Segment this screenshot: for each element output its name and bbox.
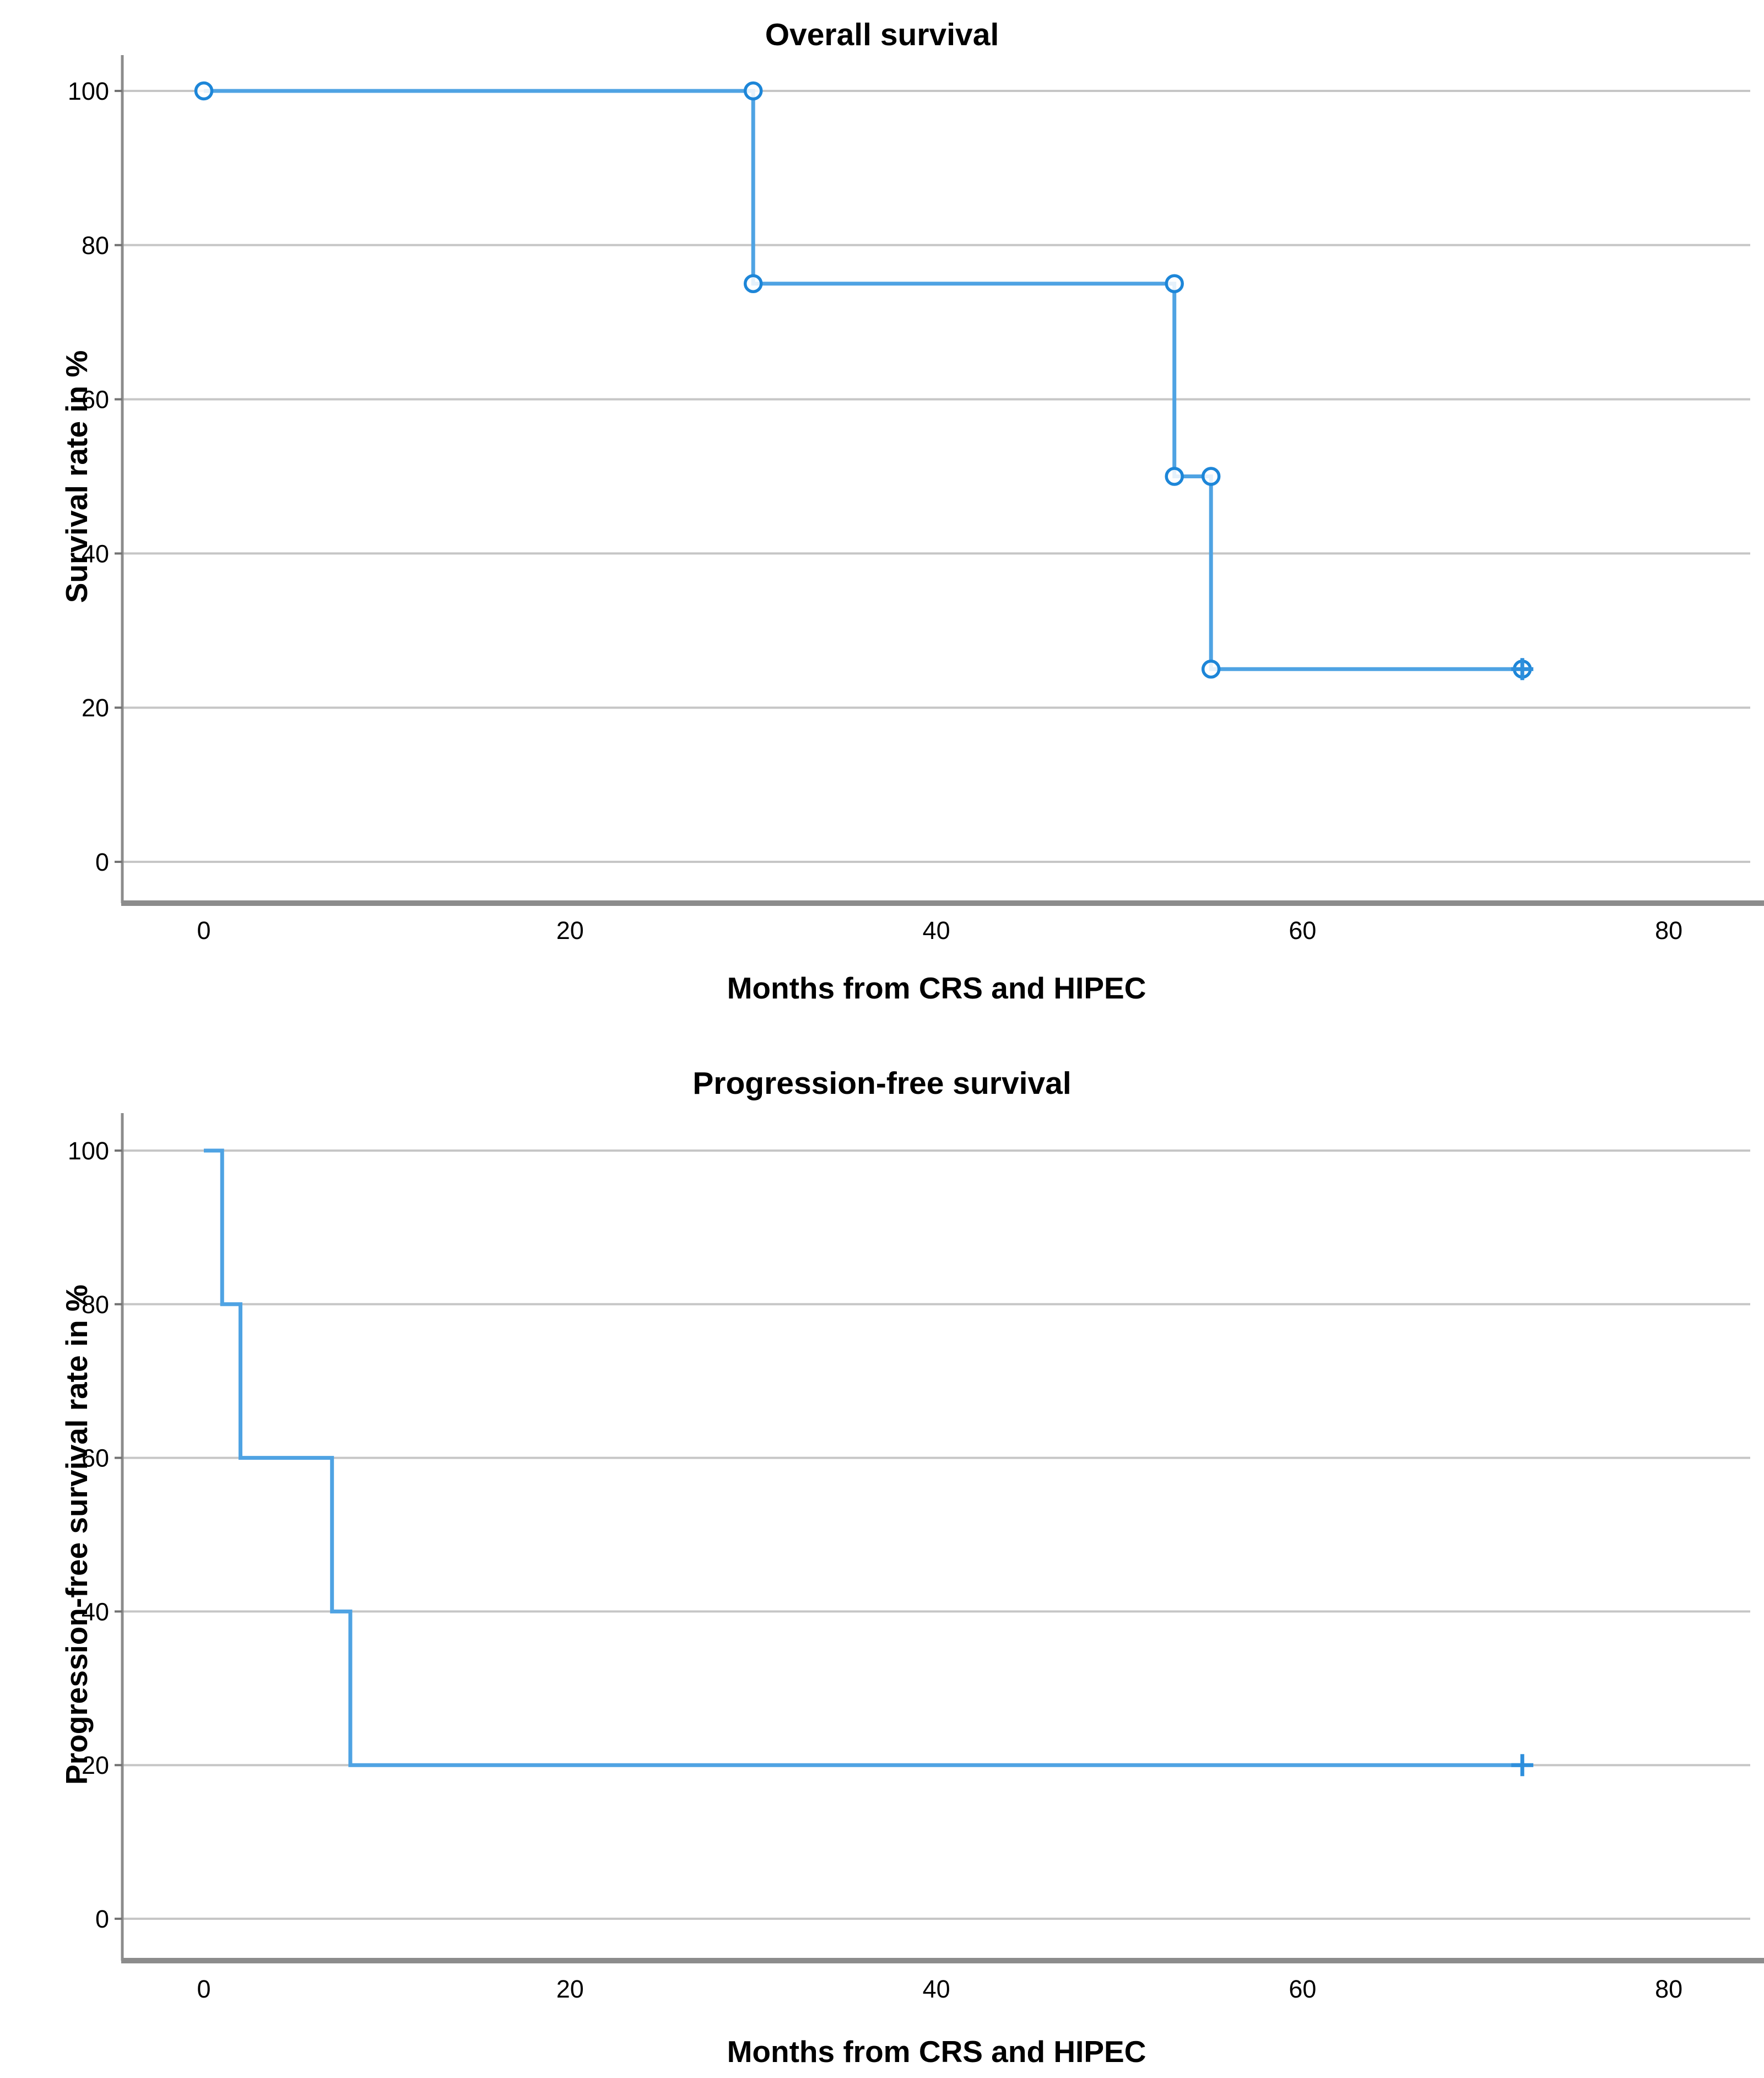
y-tick-label-0: 0 [95,848,109,876]
y-tick-label-100: 100 [68,1137,109,1165]
y-tick-label-60: 60 [82,1444,109,1472]
progression-free-survival-plot: 100 80 60 40 20 0 0 20 40 60 80 Progression-free s… [59,1066,1764,2069]
event-marker [194,81,214,101]
y-tick-label-20: 20 [82,694,109,722]
gridlines-group [122,1149,1750,1920]
overall-survival-plot: 100 80 60 40 20 0 0 20 40 60 80 Overall survival S… [59,17,1764,1005]
x-tick-label-60: 60 [1289,916,1316,944]
axes-group [115,1113,1764,1963]
tick-labels-group: 100 80 60 40 20 0 0 20 40 60 80 [68,77,1682,944]
km-step-line [204,89,1523,671]
x-axis-title: Months from CRS and HIPEC [727,971,1146,1005]
event-marker [1165,467,1184,486]
axes-group [115,55,1764,906]
y-tick-label-100: 100 [68,77,109,105]
x-tick-label-0: 0 [197,1975,210,2003]
y-tick-label-80: 80 [82,1291,109,1319]
chart-title: Overall survival [765,17,999,52]
x-tick-label-20: 20 [556,1975,584,2003]
y-tick-label-20: 20 [82,1751,109,1779]
x-tick-label-80: 80 [1655,1975,1682,2003]
gridlines-group [122,90,1750,863]
x-tick-label-0: 0 [197,916,210,944]
progression-free-survival-chart: 100 80 60 40 20 0 0 20 40 60 80 Progression-free s… [0,1036,1764,2078]
tick-labels-group: 100 80 60 40 20 0 0 20 40 60 80 [68,1137,1682,2003]
x-axis-title: Months from CRS and HIPEC [727,2034,1146,2069]
x-tick-label-40: 40 [923,1975,950,2003]
x-tick-label-20: 20 [556,916,584,944]
y-tick-label-80: 80 [82,231,109,260]
x-tick-label-80: 80 [1655,916,1682,944]
event-marker [743,274,763,293]
series-group [194,81,1534,681]
chart-title: Progression-free survival [692,1066,1071,1101]
event-marker [1201,467,1221,486]
event-marker [1201,660,1221,679]
km-step-line [204,1148,1523,1767]
x-tick-label-60: 60 [1289,1975,1316,2003]
overall-survival-chart: 100 80 60 40 20 0 0 20 40 60 80 Overall survival S… [0,0,1764,1036]
y-axis-title: Survival rate in % [59,350,94,603]
series-group [204,1148,1534,1777]
y-tick-label-60: 60 [82,386,109,414]
y-tick-label-0: 0 [95,1905,109,1933]
y-axis-title: Progression-free survival rate in % [59,1284,94,1785]
event-marker [1165,274,1184,293]
event-marker [743,81,763,101]
x-tick-label-40: 40 [923,916,950,944]
y-tick-label-40: 40 [82,1597,109,1626]
y-tick-label-40: 40 [82,539,109,568]
